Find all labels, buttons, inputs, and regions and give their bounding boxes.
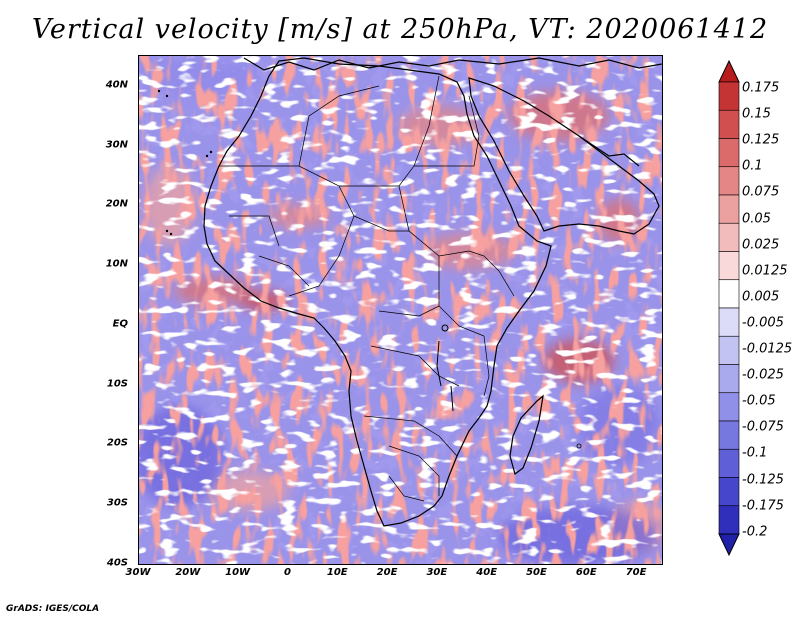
colorbar-segment (718, 251, 740, 281)
colorbar-tick-label: -0.175 (742, 498, 784, 514)
colorbar-tick-label: -0.125 (742, 472, 784, 487)
colorbar-tick-label: -0.0125 (742, 341, 793, 357)
colorbar-tick-label: -0.1 (742, 445, 768, 461)
madagascar-coastline (509, 394, 544, 476)
chart-title: Vertical velocity [m/s] at 250hPa, VT: 2… (31, 14, 769, 45)
persian-gulf-coastline (578, 135, 640, 167)
colorbar-tick-label: 0.125 (742, 132, 780, 148)
longitude-tick-label: 30E (426, 567, 448, 578)
map-panel (138, 55, 663, 565)
longitude-tick-label: 30W (125, 567, 151, 578)
colorbar-segment (718, 477, 740, 507)
colorbar-tick-label: 0.05 (742, 211, 771, 226)
latitude-tick-label: 10N (105, 258, 128, 270)
latitude-tick-label: 30N (105, 139, 128, 151)
colorbar-tick-label: -0.2 (742, 524, 768, 540)
longitude-tick-label: 40E (476, 567, 498, 578)
longitude-tick-label: 0 (283, 567, 291, 578)
lakes-islands (157, 89, 582, 449)
colorbar-tick-label: 0.025 (742, 237, 780, 253)
longitude-tick-label: 60E (575, 567, 597, 578)
europe-coastline (243, 57, 662, 71)
colorbar-segment (718, 222, 740, 252)
latitude-tick-label: 30S (106, 497, 128, 509)
colorbar-tick-label: -0.075 (742, 419, 784, 435)
africa-coastline (203, 57, 552, 527)
longitude-tick-label: 50E (526, 567, 547, 578)
colorbar-segment (718, 392, 740, 422)
arabia-coastline (468, 77, 660, 235)
colorbar-max-arrow (718, 60, 740, 83)
colorbar-tick-label: 0.075 (742, 184, 780, 200)
latitude-tick-label: 40N (105, 79, 128, 91)
colorbar-tick-label: 0.15 (742, 106, 771, 122)
latitude-tick-label: EQ (112, 318, 128, 330)
longitude-tick-label: 20E (376, 567, 398, 578)
colorbar-segment (718, 364, 740, 394)
vertical-velocity-field (139, 56, 662, 564)
colorbar-segment (718, 279, 740, 309)
colorbar-tick-label: 0.005 (742, 289, 780, 305)
colorbar-segment (718, 448, 740, 478)
colorbar-tick-label: -0.005 (742, 315, 784, 331)
colorbar-segment (718, 194, 740, 224)
latitude-tick-label: 10S (106, 378, 128, 390)
colorbar-segment (718, 138, 740, 168)
colorbar-segment (718, 109, 740, 139)
credit-text: GrADS: IGES/COLA (6, 604, 100, 614)
latitude-tick-label: 20S (106, 437, 128, 449)
latitude-tick-label: 20N (105, 198, 128, 210)
colorbar-segment (718, 420, 740, 450)
coastlines (203, 57, 662, 527)
colorbar-segment (718, 505, 740, 535)
colorbar-tick-label: -0.025 (742, 367, 784, 383)
colorbar-tick-label: -0.05 (742, 393, 776, 409)
latitude-tick-label: 40S (106, 557, 128, 569)
longitude-tick-label: 20W (175, 567, 201, 578)
field-texture-neutral (139, 56, 662, 564)
colorbar-segment (718, 81, 740, 111)
colorbar-tick-label: 0.175 (742, 80, 780, 96)
colorbar-segment (718, 166, 740, 196)
longitude-tick-label: 70E (625, 567, 647, 578)
colorbar (718, 60, 740, 556)
colorbar-segment (718, 307, 740, 337)
colorbar-min-arrow (718, 533, 740, 556)
colorbar-tick-label: 0.1 (742, 158, 763, 174)
longitude-tick-label: 10W (225, 567, 251, 578)
colorbar-tick-label: 0.0125 (742, 263, 788, 279)
colorbar-segment (718, 335, 740, 365)
longitude-tick-label: 10E (326, 567, 348, 578)
country-borders (219, 75, 515, 502)
